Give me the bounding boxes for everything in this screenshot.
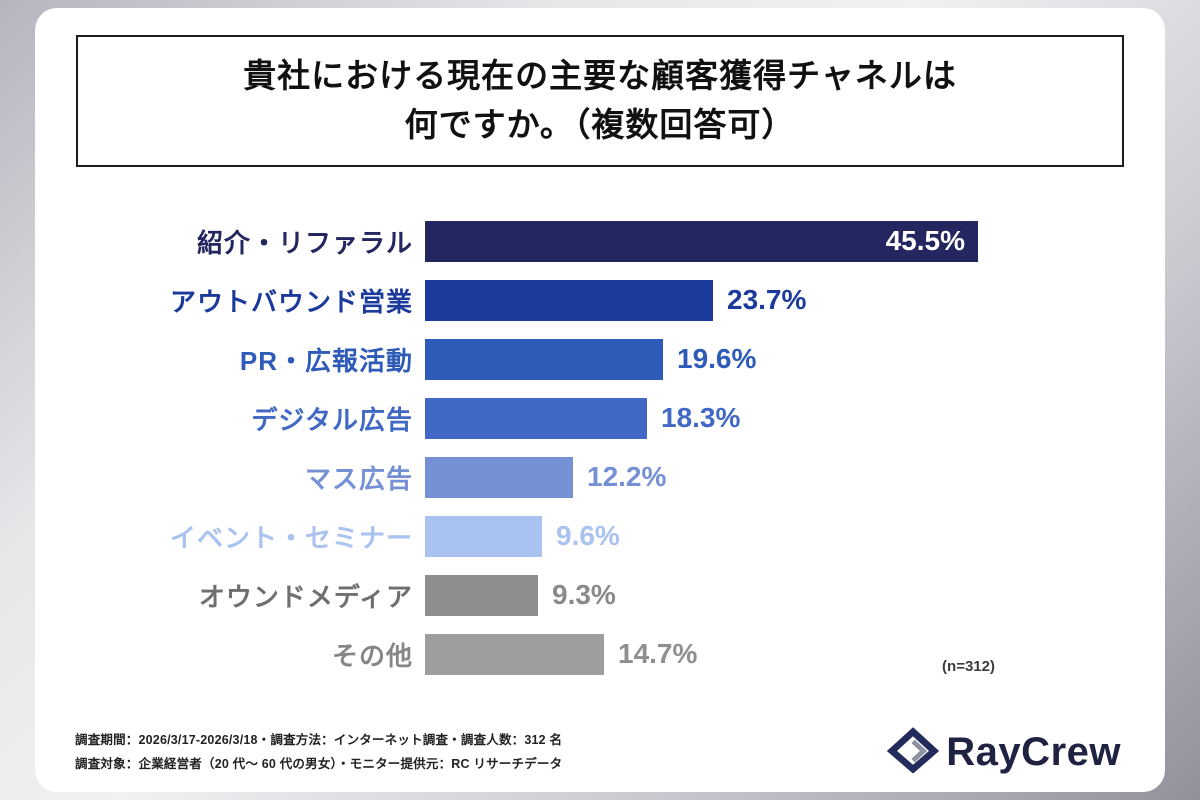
survey-meta: 調査期間：2026/3/17-2026/3/18・調査方法：インターネット調査・… [75, 729, 562, 777]
category-label: オウンドメディア [198, 581, 413, 612]
category-label: PR・広報活動 [239, 345, 413, 376]
category-label: アウトバウンド営業 [169, 286, 413, 317]
bar-row: アウトバウンド営業 23.7% [75, 279, 1135, 321]
bar: 45.5% [425, 220, 978, 262]
page-title-line-1: 貴社における現在の主要な顧客獲得チャネルは [243, 57, 957, 94]
title-box: 貴社における現在の主要な顧客獲得チャネルは 何ですか。（複数回答可） [76, 35, 1124, 167]
survey-card: 貴社における現在の主要な顧客獲得チャネルは 何ですか。（複数回答可） 紹介・リフ… [35, 8, 1165, 792]
value-label: 19.6% [677, 343, 757, 375]
survey-meta-line-1: 調査期間：2026/3/17-2026/3/18・調査方法：インターネット調査・… [75, 732, 563, 747]
bar [425, 515, 542, 557]
raycrew-logo: RayCrew [886, 727, 1125, 778]
bar-track: 14.7% [425, 633, 1135, 675]
bar [425, 338, 663, 380]
category-label: マス広告 [304, 463, 413, 494]
value-label: 14.7% [618, 638, 698, 670]
category-label: イベント・セミナー [169, 522, 413, 553]
bar-track: 18.3% [425, 397, 1135, 439]
bar-track: 9.3% [425, 574, 1135, 616]
bar-row: 紹介・リファラル 45.5% [75, 220, 1135, 262]
bar-track: 23.7% [425, 279, 1135, 321]
value-label: 9.6% [556, 520, 620, 552]
raycrew-logo-icon [886, 727, 940, 778]
footer: 調査期間：2026/3/17-2026/3/18・調査方法：インターネット調査・… [35, 727, 1165, 778]
sample-size-note: (n=312) [942, 658, 995, 675]
page-title-line-2: 何ですか。（複数回答可） [404, 105, 796, 143]
bar-track: 45.5% [425, 220, 1135, 262]
bar [425, 456, 573, 498]
value-label: 23.7% [727, 284, 807, 316]
bar-track: 19.6% [425, 338, 1135, 380]
category-label: デジタル広告 [251, 404, 413, 435]
bar-chart: 紹介・リファラル 45.5% アウトバウンド営業 23.7% PR・広報活動 19.6% デ… [35, 220, 1165, 675]
category-label: 紹介・リファラル [196, 227, 413, 258]
bar-row: マス広告 12.2% [75, 456, 1135, 498]
survey-meta-line-2: 調査対象：企業経営者（20 代～ 60 代の男女）・モニター提供元：RC リサー… [75, 756, 563, 771]
bar-row: PR・広報活動 19.6% [75, 338, 1135, 380]
value-label: 18.3% [661, 402, 741, 434]
value-label: 45.5% [885, 225, 965, 257]
bar-row: イベント・セミナー 9.6% [75, 515, 1135, 557]
bar-row: その他 14.7% [75, 633, 1135, 675]
value-label: 12.2% [587, 461, 667, 493]
bar [425, 633, 604, 675]
category-label: その他 [331, 640, 413, 671]
raycrew-logo-text: RayCrew [946, 730, 1121, 774]
bar-track: 9.6% [425, 515, 1135, 557]
bar-row: デジタル広告 18.3% [75, 397, 1135, 439]
bar [425, 279, 713, 321]
bar-row: オウンドメディア 9.3% [75, 574, 1135, 616]
value-label: 9.3% [552, 579, 616, 611]
bar-rows: 紹介・リファラル 45.5% アウトバウンド営業 23.7% PR・広報活動 19.6% デ… [75, 220, 1135, 675]
bar [425, 574, 538, 616]
bar-track: 12.2% [425, 456, 1135, 498]
bar [425, 397, 647, 439]
